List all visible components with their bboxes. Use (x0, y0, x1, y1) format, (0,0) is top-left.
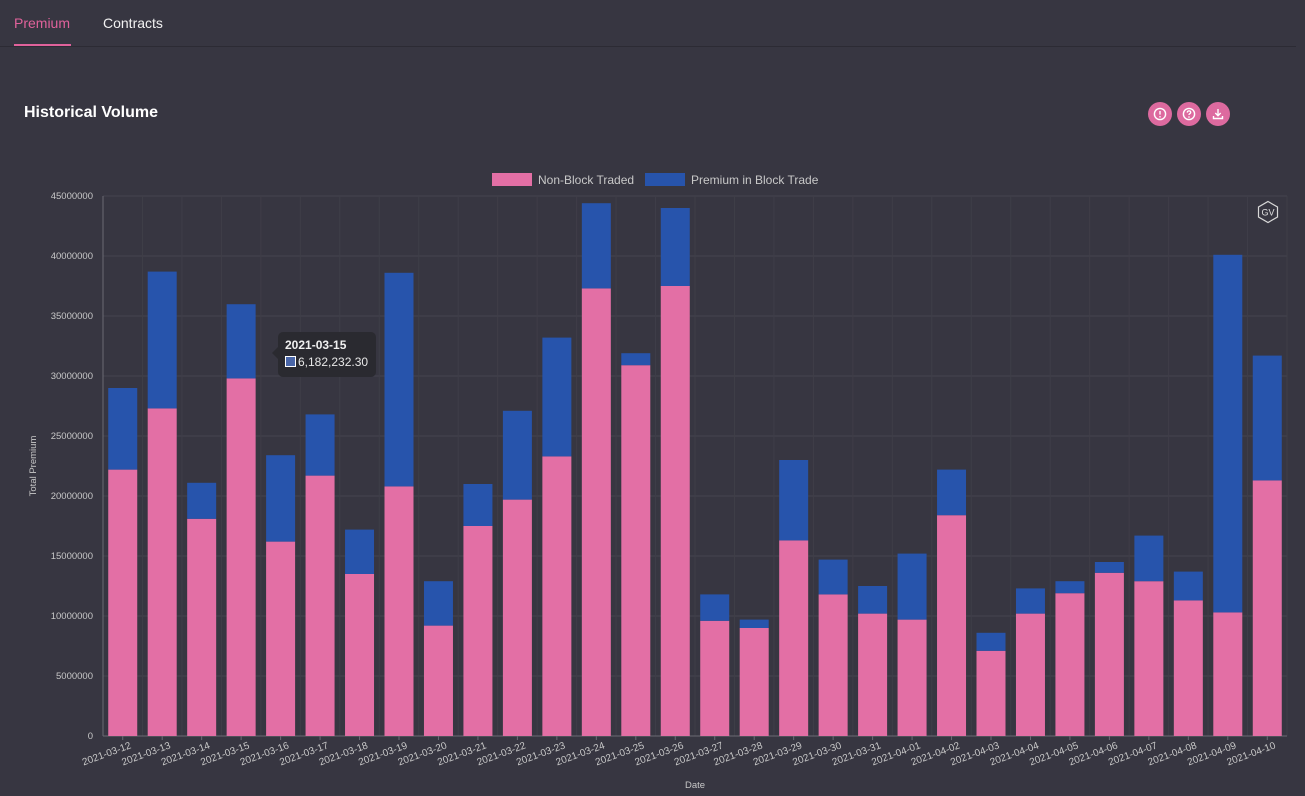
y-axis-title: Total Premium (28, 436, 39, 497)
stacked-bar-chart: Non-Block Traded Premium in Block Trade 0 5… (28, 173, 1288, 791)
help-icon (1182, 107, 1196, 121)
bar-non-block (779, 540, 809, 736)
bar-block (108, 388, 138, 470)
chart-tooltip: 2021-03-15 6,182,232.30 (271, 332, 377, 377)
bar-block (542, 337, 572, 457)
info-icon (1153, 107, 1167, 121)
bar-block (739, 619, 769, 628)
bar-block (581, 203, 611, 289)
bar-block (226, 304, 256, 379)
bar-non-block (463, 526, 493, 736)
legend-swatch (645, 173, 685, 186)
bar-block (700, 594, 730, 621)
bar-block (305, 414, 335, 476)
bar-non-block (226, 378, 256, 736)
bar-block (1055, 581, 1085, 594)
bar-block (897, 553, 927, 620)
bar-non-block (660, 286, 690, 736)
bar-non-block (1094, 572, 1124, 736)
bar-non-block (147, 408, 177, 736)
bar-block (779, 460, 809, 541)
tooltip-swatch (285, 356, 296, 367)
svg-text:GV: GV (1261, 208, 1274, 218)
download-icon (1212, 109, 1224, 120)
y-tick-label: 0 (88, 731, 93, 742)
tooltip-title: 2021-03-15 (285, 338, 347, 352)
tab-contracts[interactable]: Contracts (103, 15, 163, 31)
y-tick-label: 10000000 (51, 611, 93, 622)
legend-swatch (492, 173, 532, 186)
y-tick-label: 25000000 (51, 431, 93, 442)
bar-block (858, 586, 888, 614)
tooltip-value: 6,182,232.30 (298, 355, 369, 369)
info-button[interactable] (1148, 102, 1172, 126)
bar-non-block (818, 594, 848, 736)
bar-block (147, 271, 177, 409)
download-button[interactable] (1206, 102, 1230, 126)
y-tick-label: 45000000 (51, 191, 93, 202)
bar-block (463, 484, 493, 526)
bar-block (1252, 355, 1282, 481)
bar-block (1015, 588, 1045, 614)
bar-block (1173, 571, 1203, 601)
page-title: Historical Volume (24, 104, 158, 121)
bar-non-block (423, 625, 453, 736)
bar-non-block (976, 650, 1006, 736)
help-button[interactable] (1177, 102, 1201, 126)
chart-legend: Non-Block Traded Premium in Block Trade (492, 173, 819, 187)
bar-non-block (345, 574, 375, 736)
bar-non-block (858, 613, 888, 736)
bar-block (345, 529, 375, 574)
gv-logo-icon: GV (1257, 200, 1279, 224)
bar-non-block (384, 486, 414, 736)
y-tick-label: 15000000 (51, 551, 93, 562)
bar-non-block (1213, 612, 1243, 736)
bar-block (502, 410, 532, 500)
bar-non-block (739, 628, 769, 736)
bar-block (1134, 535, 1164, 582)
bar-non-block (1134, 581, 1164, 736)
tab-premium[interactable]: Premium (14, 0, 71, 46)
bar-block (187, 482, 217, 519)
bar-non-block (542, 456, 572, 736)
bar-non-block (187, 518, 217, 736)
bar-non-block (108, 469, 138, 736)
bar-non-block (897, 619, 927, 736)
bar-non-block (937, 515, 967, 736)
bar-non-block (621, 365, 651, 736)
bar-block (621, 353, 651, 366)
bar-non-block (305, 475, 335, 736)
bar-block (818, 559, 848, 595)
bar-block (384, 272, 414, 487)
bar-non-block (581, 288, 611, 736)
tab-bar: Premium Contracts (0, 0, 1296, 47)
x-axis-title: Date (685, 780, 705, 791)
bar-non-block (1173, 600, 1203, 736)
bar-non-block (1252, 480, 1282, 736)
legend-label: Premium in Block Trade (691, 173, 819, 187)
bar-non-block (1015, 613, 1045, 736)
bar-non-block (502, 499, 532, 736)
y-tick-label: 5000000 (56, 671, 93, 682)
legend-label: Non-Block Traded (538, 173, 634, 187)
bar-block (660, 208, 690, 286)
bar-block (266, 455, 296, 542)
bar-non-block (1055, 593, 1085, 736)
y-tick-label: 30000000 (51, 371, 93, 382)
bar-block (937, 469, 967, 516)
bar-block (1094, 562, 1124, 573)
y-tick-label: 20000000 (51, 491, 93, 502)
tooltip-row: 6,182,232.30 (285, 354, 368, 371)
bar-non-block (700, 620, 730, 736)
bar-block (423, 581, 453, 626)
y-tick-label: 35000000 (51, 311, 93, 322)
bar-block (976, 632, 1006, 651)
bar-non-block (266, 541, 296, 736)
bar-block (1213, 254, 1243, 613)
y-tick-label: 40000000 (51, 251, 93, 262)
